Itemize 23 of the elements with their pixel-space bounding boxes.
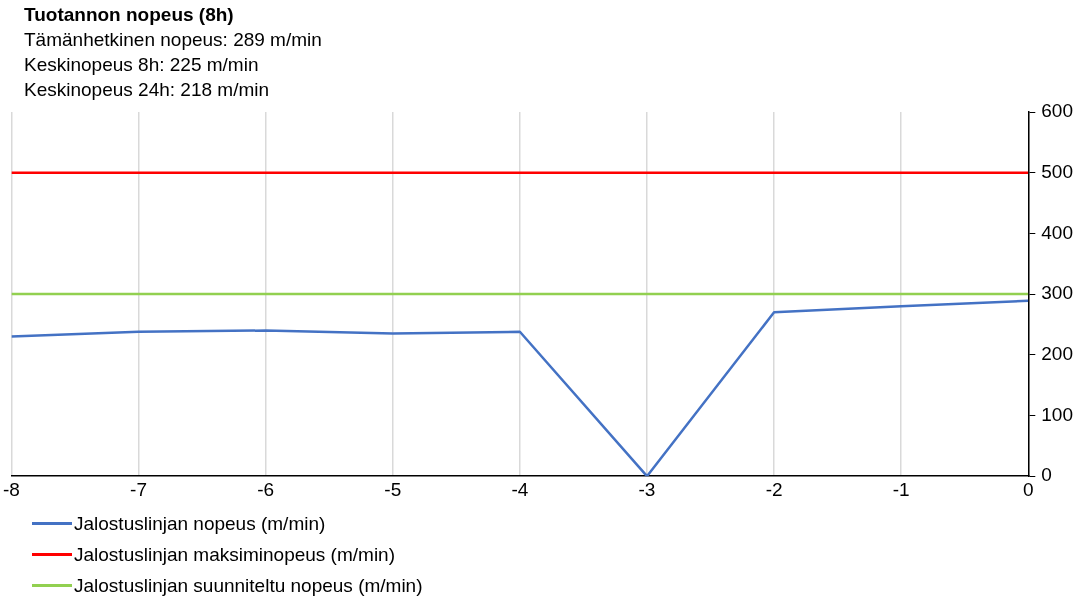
x-tick-label: -2 <box>765 478 783 500</box>
x-tick-label: -1 <box>892 478 910 500</box>
x-tick-label: -4 <box>511 478 529 500</box>
x-tick-label: 0 <box>1023 478 1034 500</box>
y-tick-label: 200 <box>1041 343 1073 365</box>
y-tick-label: 300 <box>1041 282 1073 304</box>
text: Tämänhetkinen nopeus: 289 m/min <box>24 28 322 52</box>
legend-label: Jalostuslinjan suunniteltu nopeus (m/min) <box>74 574 423 598</box>
y-tick-label: 0 <box>1041 464 1052 486</box>
x-tick-label: -3 <box>638 478 656 500</box>
text: Keskinopeus 24h: 218 m/min <box>24 78 271 102</box>
x-tick-label: -7 <box>130 478 148 500</box>
x-tick-label: -5 <box>384 478 402 500</box>
chart-title: Tuotannon nopeus (8h) <box>24 3 235 27</box>
x-tick-label: -6 <box>257 478 275 500</box>
y-tick-label: 100 <box>1041 403 1073 425</box>
legend-label: Jalostuslinjan maksiminopeus (m/min) <box>74 543 395 567</box>
y-tick-label: 400 <box>1041 221 1073 243</box>
x-tick-label: -8 <box>2 478 20 500</box>
legend-label: Jalostuslinjan nopeus (m/min) <box>74 512 326 536</box>
y-tick-label: 600 <box>1041 100 1073 122</box>
y-tick-label: 500 <box>1041 160 1073 182</box>
text: Keskinopeus 8h: 225 m/min <box>24 53 260 77</box>
